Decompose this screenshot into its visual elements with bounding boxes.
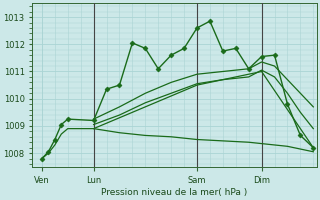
- X-axis label: Pression niveau de la mer( hPa ): Pression niveau de la mer( hPa ): [101, 188, 247, 197]
